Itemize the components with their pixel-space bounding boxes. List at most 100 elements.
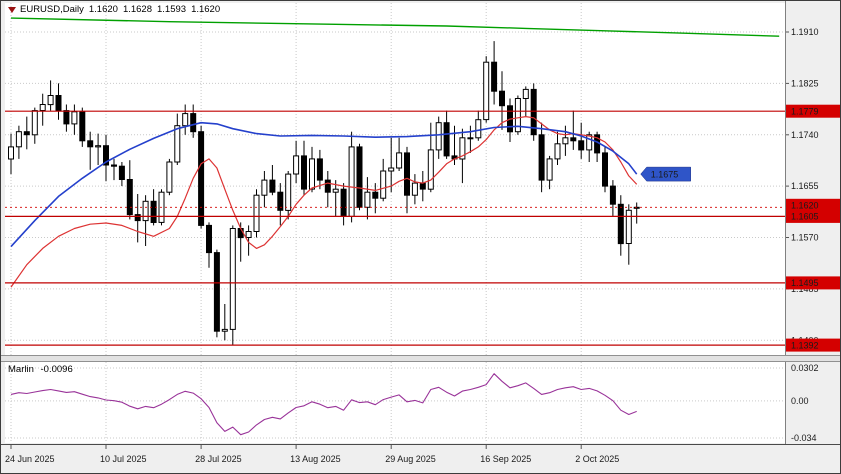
candle-body [427, 149, 434, 190]
indicator-axis-label: 0.00 [791, 396, 809, 406]
candle-body [316, 158, 323, 181]
candle-body [554, 143, 561, 160]
x-axis-label: 16 Sep 2025 [480, 454, 531, 464]
candle-body [388, 167, 395, 172]
candle-body [419, 182, 426, 190]
candle-body [166, 161, 173, 193]
candle-body [221, 328, 228, 332]
candle-body [103, 145, 109, 166]
x-axis-label: 29 Aug 2025 [385, 454, 436, 464]
candle-body [134, 214, 141, 222]
candle-body [411, 182, 418, 196]
candle-body [491, 61, 498, 92]
candle-body [55, 95, 62, 112]
candle-body [514, 98, 521, 133]
candle-body [63, 110, 70, 125]
indicator-axis-label: 0.0302 [791, 363, 819, 373]
candle-body [467, 137, 474, 140]
candle-body [213, 252, 220, 332]
candle-body [23, 131, 30, 136]
candle-body [609, 185, 616, 205]
x-axis-label: 28 Jul 2025 [195, 454, 242, 464]
indicator-legend: Marlin -0.0096 [8, 364, 77, 375]
candle-body [570, 137, 577, 142]
candle-body [142, 200, 149, 222]
candle-body [31, 110, 38, 136]
y-axis-label: 1.1570 [791, 233, 819, 243]
panel-splitter[interactable] [1, 355, 841, 362]
candle-body [625, 209, 632, 245]
candles [8, 41, 640, 346]
candle-body [396, 152, 403, 169]
indicator-plot-bg[interactable] [5, 362, 785, 443]
candle-body [198, 131, 205, 226]
candle-body [126, 179, 133, 216]
level-price-flag: 1.1605 [786, 209, 840, 223]
candle-body [206, 224, 212, 254]
candle-body [150, 200, 157, 224]
candle-body [602, 152, 608, 187]
y-axis-label: 1.1910 [791, 27, 819, 37]
time-axis[interactable]: 24 Jun 2025 10 Jul 2025 28 Jul 2025 13 Aug … [1, 444, 841, 474]
candle-body [229, 228, 236, 330]
y-axis-label: 1.1825 [791, 78, 819, 88]
ma-red-line [10, 116, 638, 288]
candle-body [530, 88, 537, 136]
candle-body [586, 134, 593, 151]
candle-body [245, 231, 252, 238]
candle-body [15, 131, 22, 148]
candle-body [118, 165, 125, 180]
chart-symbol-icon [8, 6, 16, 13]
candle-body [372, 191, 379, 199]
candle-body [435, 122, 442, 151]
candle-body [380, 170, 387, 199]
candle-body [483, 61, 490, 121]
indicator-axis-label: -0.034 [791, 433, 817, 443]
candle-body [261, 179, 268, 196]
candle-body [87, 140, 94, 148]
candle-body [71, 111, 78, 125]
ma-blue-price-flag-text: 1.1675 [651, 169, 679, 179]
x-axis-label: 2 Oct 2025 [575, 454, 619, 464]
level-price-flag-text: 1.1495 [791, 278, 819, 288]
marlin-indicator-line [10, 373, 637, 436]
current-price-flag-text: 1.1620 [791, 201, 819, 211]
level-price-flag-text: 1.1392 [791, 340, 819, 350]
candle-body [47, 95, 54, 106]
candle-body [293, 155, 300, 175]
x-axis-label: 13 Aug 2025 [290, 454, 341, 464]
candle-body [348, 146, 355, 217]
y-axis-label: 1.1655 [791, 181, 819, 191]
candle-body [8, 146, 14, 160]
grid [5, 3, 785, 443]
candle-body [475, 119, 482, 139]
x-axis-label: 24 Jun 2025 [5, 454, 55, 464]
candle-body [253, 194, 260, 232]
level-price-flag: 1.1779 [786, 104, 840, 118]
candle-body [309, 158, 315, 190]
candle-body [285, 173, 292, 211]
indicator-name: Marlin [8, 364, 34, 375]
candle-body [578, 140, 585, 151]
symbol-legend: EURUSD,Daily 1.1620 1.1628 1.1593 1.1620 [8, 4, 225, 15]
level-price-flag: 1.1495 [786, 276, 840, 290]
candle-body [174, 125, 181, 163]
ma-blue-line [10, 121, 638, 248]
candle-body [269, 179, 276, 193]
candle-body [237, 228, 244, 239]
indicator-value: -0.0096 [40, 364, 73, 375]
ohlc-high: 1.1628 [122, 4, 152, 15]
candle-body [332, 188, 339, 193]
level-price-flag-text: 1.1779 [791, 106, 819, 116]
ma-green-line [10, 17, 780, 37]
current-price-flag: 1.1620 [786, 198, 840, 212]
y-axis-label: 1.1740 [791, 130, 819, 140]
level-price-flag: 1.1392 [786, 338, 840, 352]
ohlc-open: 1.1620 [88, 4, 118, 15]
candle-body [499, 90, 505, 107]
candle-body [459, 137, 466, 160]
candle-body [538, 134, 545, 181]
candle-body [324, 179, 331, 193]
candle-body [190, 113, 197, 133]
